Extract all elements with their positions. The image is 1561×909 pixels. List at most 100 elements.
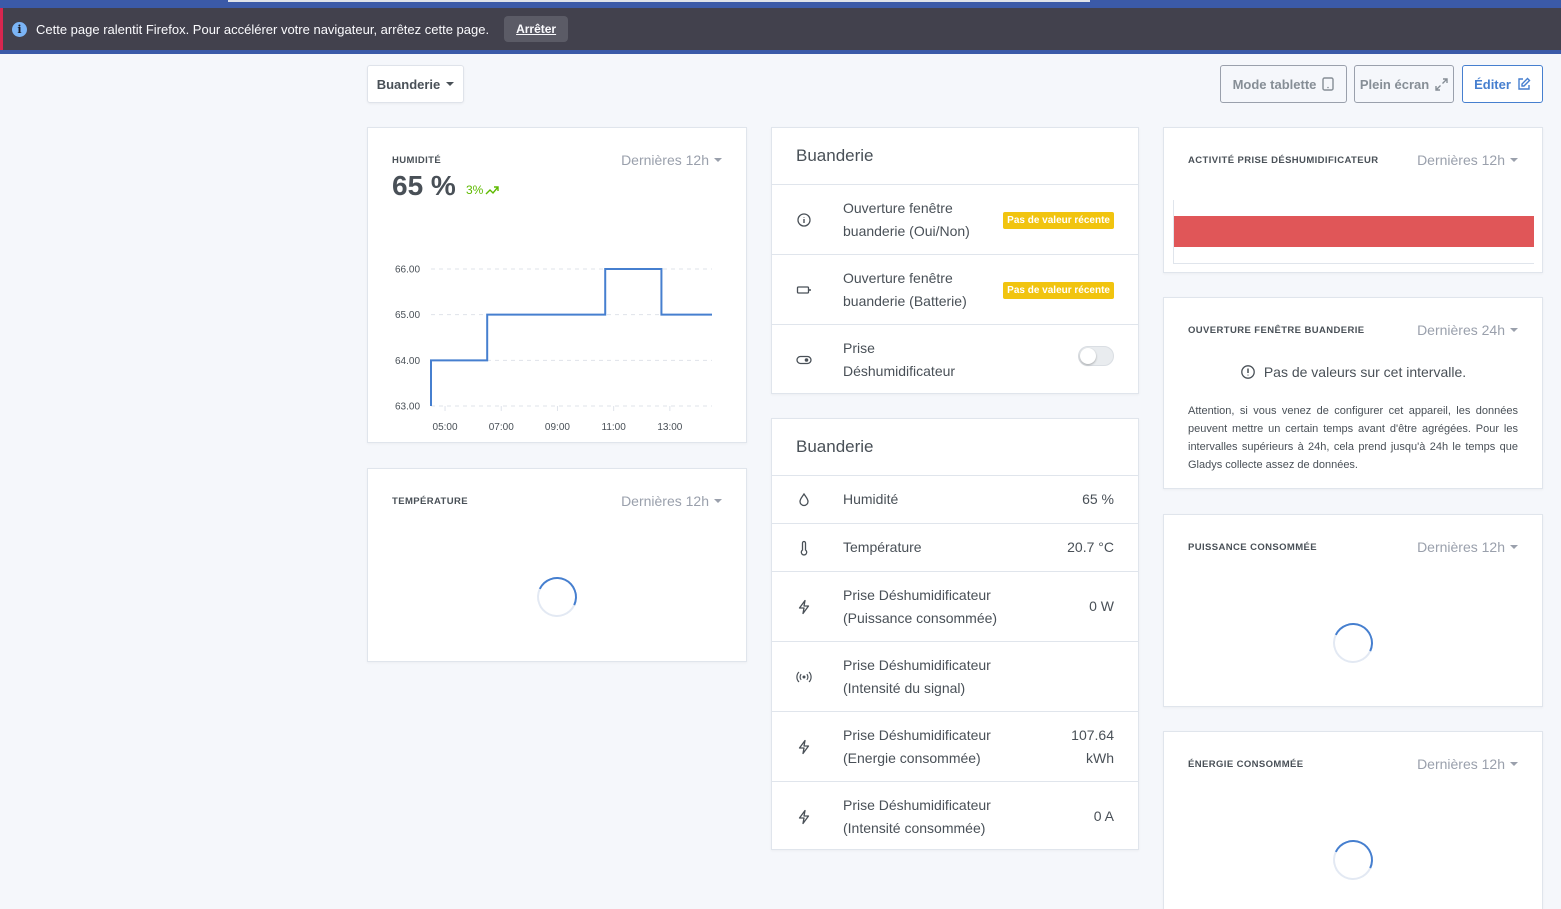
info-circle-icon — [797, 213, 811, 227]
caret-down-icon — [1510, 328, 1518, 332]
room-selector-button[interactable]: Buanderie — [367, 65, 464, 103]
energy-card: ÉNERGIE CONSOMMÉE Dernières 12h — [1163, 731, 1543, 909]
caret-down-icon — [1510, 158, 1518, 162]
activity-card-label: ACTIVITÉ PRISE DÉSHUMIDIFICATEUR — [1188, 155, 1379, 166]
no-recent-value-badge: Pas de valeur récente — [1003, 282, 1114, 299]
y-tick-label: 63.00 — [395, 402, 420, 413]
activity-card: ACTIVITÉ PRISE DÉSHUMIDIFICATEUR Dernièr… — [1163, 127, 1543, 273]
temperature-card: TEMPÉRATURE Dernières 12h — [367, 468, 747, 662]
temperature-card-label: TEMPÉRATURE — [392, 496, 469, 507]
room-devices-card: Buanderie Ouverture fenêtre buanderie (O… — [771, 127, 1139, 394]
sensor-name: Prise Déshumidificateur (Energie consomm… — [843, 727, 991, 766]
caret-down-icon — [1510, 762, 1518, 766]
sensor-value: 0 W — [1089, 598, 1114, 614]
x-tick-label: 09:00 — [545, 422, 570, 433]
aggregation-warning: Attention, si vous venez de configurer c… — [1188, 405, 1518, 471]
sensor-value: 65 % — [1082, 491, 1114, 507]
energy-range-label: Dernières 12h — [1417, 756, 1505, 772]
y-tick-label: 64.00 — [395, 356, 420, 367]
window-opening-card: OUVERTURE FENÊTRE BUANDERIE Dernières 24… — [1163, 297, 1543, 489]
list-item: Prise Déshumidificateur (Energie consomm… — [772, 711, 1138, 781]
url-bar[interactable] — [228, 0, 1090, 2]
activity-timeline — [1173, 200, 1534, 264]
humidity-range-selector[interactable]: Dernières 12h — [621, 152, 722, 168]
sensor-name: Prise Déshumidificateur (Puissance conso… — [843, 587, 998, 626]
humidity-value: 65 % — [392, 170, 456, 201]
no-recent-value-badge: Pas de valeur récente — [1003, 212, 1114, 229]
fullscreen-label: Plein écran — [1359, 76, 1430, 92]
humidity-range-label: Dernières 12h — [621, 152, 709, 168]
caret-down-icon — [1510, 545, 1518, 549]
x-tick-label: 07:00 — [489, 422, 514, 433]
fullscreen-button[interactable]: Plein écran — [1354, 65, 1454, 103]
expand-icon — [1435, 77, 1448, 91]
caret-down-icon — [714, 499, 722, 503]
temperature-range-selector[interactable]: Dernières 12h — [621, 493, 722, 509]
browser-top-strip — [0, 0, 1561, 8]
edit-icon — [1518, 77, 1531, 90]
stop-page-button[interactable]: Arrêter — [504, 16, 569, 42]
no-values-message: Pas de valeurs sur cet intervalle. — [1164, 364, 1542, 380]
room-sensors-card: Buanderie Humidité 65 % Température 20.7… — [771, 418, 1139, 850]
signal-icon — [796, 671, 812, 683]
list-item: Prise Déshumidificateur (Intensité conso… — [772, 781, 1138, 851]
power-range-label: Dernières 12h — [1417, 539, 1505, 555]
loading-spinner — [1327, 617, 1379, 669]
humidity-chart: 66.00 65.00 64.00 63.00 05:00 07:00 09:00 11:00… — [395, 265, 712, 433]
sensor-name: Prise Déshumidificateur (Intensité du si… — [843, 657, 991, 696]
list-item: Prise Déshumidificateur (Intensité du si… — [772, 641, 1138, 711]
window-range-label: Dernières 24h — [1417, 322, 1505, 338]
list-item: Prise Déshumidificateur (Puissance conso… — [772, 571, 1138, 641]
sensor-value: 0 A — [1093, 808, 1114, 824]
trending-up-icon — [485, 186, 500, 195]
battery-icon — [796, 286, 811, 294]
energy-range-selector[interactable]: Dernières 12h — [1417, 756, 1518, 772]
caret-down-icon — [446, 82, 455, 86]
y-tick-label: 65.00 — [395, 310, 420, 321]
notification-message: Cette page ralentit Firefox. Pour accélé… — [36, 21, 490, 37]
thermometer-icon — [800, 540, 808, 556]
sensor-name: Prise Déshumidificateur (Intensité conso… — [843, 797, 991, 836]
power-card: PUISSANCE CONSOMMÉE Dernières 12h — [1163, 514, 1543, 707]
edit-button[interactable]: Éditer — [1462, 65, 1543, 103]
humidity-trend-value: 3% — [466, 183, 484, 197]
window-range-selector[interactable]: Dernières 24h — [1417, 322, 1518, 338]
power-range-selector[interactable]: Dernières 12h — [1417, 539, 1518, 555]
activity-bar — [1174, 216, 1534, 247]
window-card-label: OUVERTURE FENÊTRE BUANDERIE — [1188, 325, 1365, 336]
device-name: Prise Déshumidificateur — [843, 340, 956, 379]
x-tick-label: 13:00 — [657, 422, 682, 433]
activity-range-selector[interactable]: Dernières 12h — [1417, 152, 1518, 168]
tablet-mode-button[interactable]: Mode tablette — [1220, 65, 1347, 103]
list-item: Température 20.7 °C — [772, 523, 1138, 571]
info-icon: i — [12, 21, 27, 37]
lightning-icon — [798, 809, 810, 825]
lightning-icon — [798, 739, 810, 755]
tablet-mode-label: Mode tablette — [1232, 76, 1317, 92]
sensor-name: Température — [843, 539, 922, 555]
energy-card-label: ÉNERGIE CONSOMMÉE — [1188, 759, 1304, 770]
x-tick-label: 11:00 — [602, 422, 627, 433]
device-name: Ouverture fenêtre buanderie (Batterie) — [843, 270, 967, 309]
sensor-value: 20.7 °C — [1067, 539, 1114, 555]
list-item: Ouverture fenêtre buanderie (Batterie) P… — [772, 254, 1138, 324]
slow-page-notification: i Cette page ralentit Firefox. Pour accé… — [0, 8, 1561, 50]
caret-down-icon — [714, 158, 722, 162]
room-selector-label: Buanderie — [376, 76, 441, 92]
activity-range-label: Dernières 12h — [1417, 152, 1505, 168]
list-item: Prise Déshumidificateur — [772, 324, 1138, 394]
no-values-text: Pas de valeurs sur cet intervalle. — [1263, 364, 1467, 380]
device-name: Ouverture fenêtre buanderie (Oui/Non) — [843, 200, 970, 239]
y-tick-label: 66.00 — [395, 265, 420, 276]
humidity-series-line — [430, 268, 712, 406]
alert-circle-icon — [1240, 365, 1255, 379]
room-sensors-title: Buanderie — [796, 437, 874, 456]
loading-spinner — [1327, 834, 1379, 886]
sensor-value: 107.64 kWh — [1071, 727, 1114, 766]
lightning-icon — [798, 599, 810, 615]
droplet-icon — [799, 492, 809, 507]
humidity-trend: 3% — [466, 183, 500, 197]
list-item: Humidité 65 % — [772, 475, 1138, 523]
humidity-card-label: HUMIDITÉ — [392, 155, 442, 166]
dehumidifier-switch[interactable] — [1078, 346, 1114, 366]
